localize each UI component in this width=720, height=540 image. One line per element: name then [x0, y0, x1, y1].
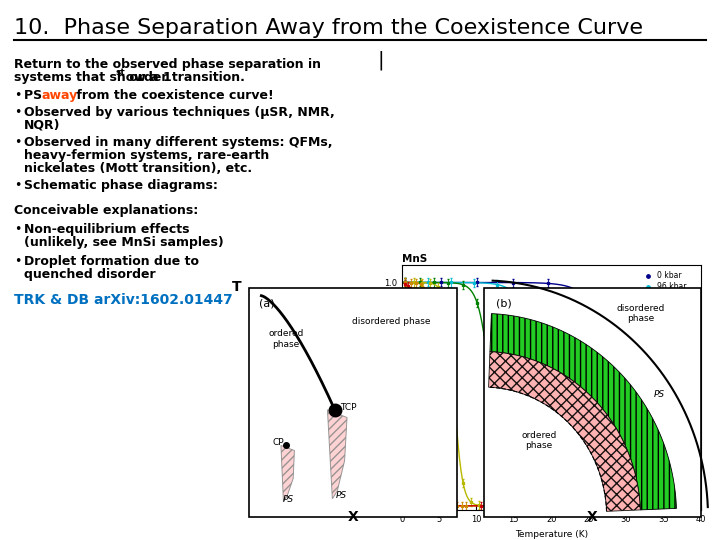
Text: PS: PS	[336, 491, 346, 500]
Text: PS: PS	[24, 89, 47, 102]
Polygon shape	[490, 314, 677, 510]
Polygon shape	[281, 446, 294, 501]
Text: nickelates (Mott transition), etc.: nickelates (Mott transition), etc.	[24, 162, 252, 175]
Text: st: st	[116, 68, 126, 77]
Text: (a): (a)	[259, 298, 274, 308]
Legend: 0 kbar, 96 kbar, 11 7 kbar, 12 9 kbar, 13 0 kbar, 15 0 kbar: 0 kbar, 96 kbar, 11 7 kbar, 12 9 kbar, 1…	[637, 268, 697, 338]
Text: (unlikely, see MnSi samples): (unlikely, see MnSi samples)	[24, 236, 224, 249]
Text: Non-equilibrium effects: Non-equilibrium effects	[24, 223, 189, 236]
Text: from the coexistence curve!: from the coexistence curve!	[72, 89, 274, 102]
Text: MnS: MnS	[402, 254, 427, 264]
Text: •: •	[14, 136, 22, 149]
Text: away: away	[41, 89, 77, 102]
Text: ordered
phase: ordered phase	[521, 431, 557, 450]
Text: Droplet formation due to: Droplet formation due to	[24, 255, 199, 268]
Text: •: •	[14, 179, 22, 192]
Text: disordered phase: disordered phase	[352, 316, 431, 326]
Text: PS: PS	[654, 390, 665, 399]
Text: •: •	[14, 255, 22, 268]
Text: disordered
phase: disordered phase	[616, 304, 665, 323]
Text: CP: CP	[272, 438, 284, 448]
Text: (b): (b)	[496, 298, 511, 308]
Text: X: X	[348, 510, 359, 524]
Text: •: •	[14, 106, 22, 119]
Text: Return to the observed phase separation in: Return to the observed phase separation …	[14, 58, 321, 71]
Text: |: |	[378, 50, 384, 70]
Text: Observed by various techniques (μSR, NMR,: Observed by various techniques (μSR, NMR…	[24, 106, 335, 119]
Text: quenched disorder: quenched disorder	[24, 268, 156, 281]
Text: heavy-fermion systems, rare-earth: heavy-fermion systems, rare-earth	[24, 149, 269, 162]
Text: PS: PS	[283, 495, 294, 504]
Text: Observed in many different systems: QFMs,: Observed in many different systems: QFMs…	[24, 136, 333, 149]
Text: •: •	[14, 223, 22, 236]
Text: order transition.: order transition.	[125, 71, 245, 84]
Text: TRK & DB arXiv:1602.01447: TRK & DB arXiv:1602.01447	[14, 293, 233, 307]
Text: 10.  Phase Separation Away from the Coexistence Curve: 10. Phase Separation Away from the Coexi…	[14, 18, 643, 38]
Text: Schematic phase diagrams:: Schematic phase diagrams:	[24, 179, 218, 192]
Bar	[249, 288, 457, 516]
Text: T: T	[232, 280, 242, 294]
X-axis label: Temperature (K): Temperature (K)	[515, 530, 588, 539]
Y-axis label: Volume fraction: Volume fraction	[369, 352, 378, 423]
Text: X: X	[587, 510, 598, 524]
Text: •: •	[14, 89, 22, 102]
Polygon shape	[328, 410, 347, 499]
Text: Conceivable explanations:: Conceivable explanations:	[14, 204, 198, 217]
Text: NQR): NQR)	[24, 119, 60, 132]
Polygon shape	[489, 352, 640, 511]
Text: ordered
phase: ordered phase	[268, 329, 304, 348]
Text: TCP: TCP	[340, 403, 356, 412]
Text: systems that show a 1: systems that show a 1	[14, 71, 172, 84]
